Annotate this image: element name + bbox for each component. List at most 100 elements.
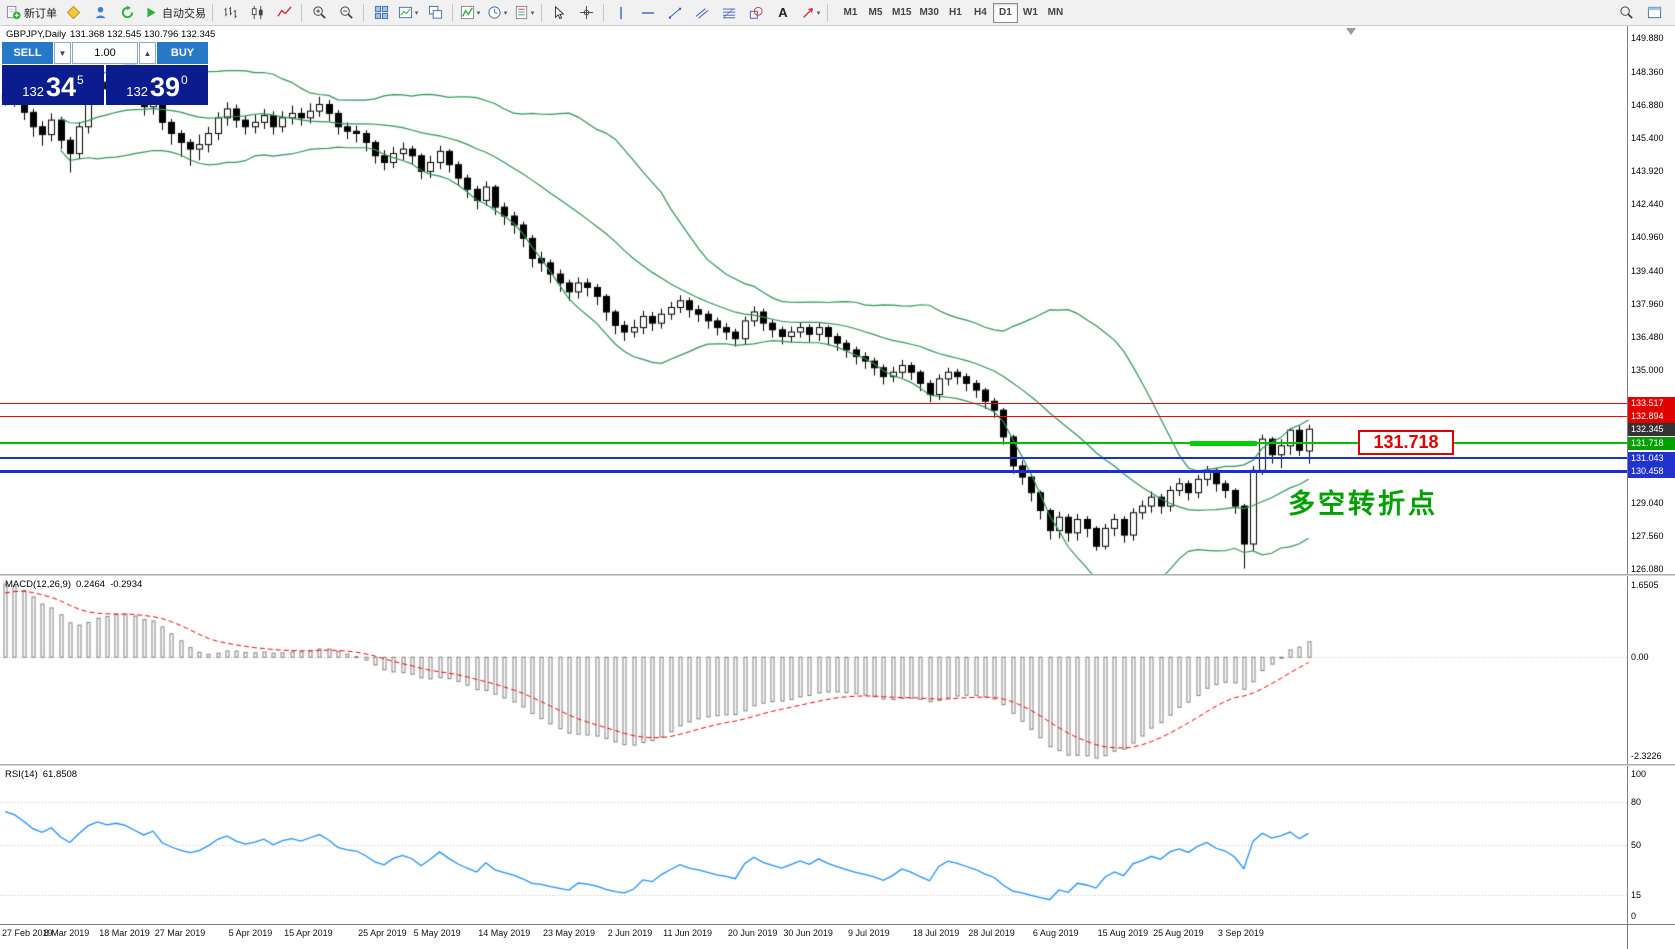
timeframe-w1-button[interactable]: W1 bbox=[1022, 7, 1038, 18]
timeframe-toolbar: M1 M5 M15 M30 H1 H4 D1 W1 MN bbox=[838, 2, 1068, 23]
axis-label: 149.880 bbox=[1631, 33, 1664, 43]
axis-label: 137.960 bbox=[1631, 298, 1664, 309]
horizontal-line-131.718[interactable] bbox=[0, 442, 1627, 445]
horizontal-line-133.517[interactable] bbox=[0, 402, 1627, 404]
fibonacci-button[interactable] bbox=[716, 2, 742, 24]
timeframe-h1-button[interactable]: H1 bbox=[949, 7, 962, 18]
tile-windows-button[interactable] bbox=[368, 2, 394, 24]
horizontal-line-131.043[interactable] bbox=[0, 457, 1627, 460]
macd-panel-canvas[interactable] bbox=[0, 576, 1627, 766]
price-tag-131.043: 131.043 bbox=[1628, 451, 1675, 465]
indicators-button[interactable]: ▾ bbox=[457, 2, 483, 24]
crosshair-icon bbox=[578, 5, 594, 21]
toolbar-right-buttons bbox=[1613, 2, 1675, 24]
candlestick-chart-button[interactable] bbox=[244, 2, 270, 24]
accounts-icon bbox=[92, 5, 108, 21]
macd-name: MACD(12,26,9) bbox=[5, 579, 71, 590]
horizontal-line-132.894[interactable] bbox=[0, 416, 1627, 418]
toolbar-separator bbox=[452, 3, 453, 22]
volume-decrease-button[interactable]: ▼ bbox=[54, 42, 71, 64]
metaeditor-button[interactable] bbox=[60, 2, 86, 24]
toolbar-separator bbox=[212, 3, 213, 22]
community-button[interactable] bbox=[114, 2, 140, 24]
axis-label: 100 bbox=[1631, 769, 1647, 779]
one-click-trading-panel: SELL ▼ 1.00 ▲ BUY 132 34 5 132 39 0 bbox=[2, 42, 208, 105]
price-annotation-box[interactable]: 131.718 bbox=[1358, 430, 1454, 456]
horizontal-line-icon bbox=[640, 5, 656, 21]
timeframe-m5-button[interactable]: M5 bbox=[868, 7, 883, 18]
crosshair-button[interactable] bbox=[573, 2, 599, 24]
timeframe-d1-button[interactable]: D1 bbox=[992, 2, 1018, 23]
chevron-down-icon: ▾ bbox=[503, 9, 508, 17]
zoom-out-icon bbox=[338, 5, 354, 21]
horizontal-line-button[interactable] bbox=[635, 2, 661, 24]
text-button[interactable]: A bbox=[770, 2, 796, 24]
axis-label: 135.000 bbox=[1631, 364, 1664, 375]
timeframe-mn-button[interactable]: MN bbox=[1047, 7, 1064, 18]
autotrading-button[interactable]: 自动交易 bbox=[141, 2, 208, 24]
timeframe-m15-button[interactable]: M15 bbox=[892, 7, 912, 18]
cursor-icon bbox=[551, 5, 567, 21]
turning-point-annotation[interactable]: 多空转折点 bbox=[1288, 489, 1438, 520]
time-axis-label: 15 Aug 2019 bbox=[1097, 928, 1149, 938]
arrows-button[interactable]: ▾ bbox=[797, 2, 823, 24]
volume-increase-button[interactable]: ▲ bbox=[139, 42, 156, 64]
equidistant-channel-button[interactable] bbox=[689, 2, 715, 24]
chevron-down-icon: ▾ bbox=[530, 9, 535, 17]
rsi-panel-canvas[interactable] bbox=[0, 766, 1627, 924]
templates-icon bbox=[514, 5, 530, 21]
toolbar-separator bbox=[541, 3, 542, 22]
macd-panel-separator[interactable] bbox=[0, 574, 1675, 576]
shapes-button[interactable] bbox=[743, 2, 769, 24]
toolbox-icon bbox=[1646, 5, 1662, 21]
search-button[interactable] bbox=[1613, 2, 1639, 24]
time-axis-label: 28 Jul 2019 bbox=[968, 928, 1015, 938]
accounts-button[interactable] bbox=[87, 2, 113, 24]
chart-shift-marker bbox=[1346, 28, 1356, 35]
time-scale[interactable]: 27 Feb 2019 8 Mar 2019 18 Mar 2019 27 Mar 2… bbox=[0, 925, 1627, 949]
zoom-out-button[interactable] bbox=[333, 2, 359, 24]
toolbox-button[interactable] bbox=[1641, 2, 1667, 24]
trendline-button[interactable] bbox=[662, 2, 688, 24]
axis-label: 145.400 bbox=[1631, 132, 1664, 143]
periods-button[interactable]: ▾ bbox=[484, 2, 510, 24]
axis-label: 142.440 bbox=[1631, 198, 1664, 209]
templates-button[interactable]: ▾ bbox=[511, 2, 537, 24]
sell-button[interactable]: SELL bbox=[2, 42, 53, 64]
time-axis-label: 18 Jul 2019 bbox=[912, 928, 960, 938]
price-scale[interactable] bbox=[1627, 26, 1675, 949]
new-order-icon bbox=[5, 5, 21, 21]
volume-input[interactable]: 1.00 bbox=[72, 42, 138, 64]
profiles-button[interactable] bbox=[422, 2, 448, 24]
buy-button[interactable]: BUY bbox=[157, 42, 208, 64]
vertical-line-button[interactable] bbox=[608, 2, 634, 24]
sell-price-display[interactable]: 132 34 5 bbox=[2, 65, 104, 105]
main-chart-canvas[interactable] bbox=[0, 26, 1627, 576]
time-axis-separator bbox=[0, 924, 1675, 925]
time-axis-label: 20 Jun 2019 bbox=[727, 928, 778, 938]
timeframe-h4-button[interactable]: H4 bbox=[974, 7, 987, 18]
time-axis-label: 3 Sep 2019 bbox=[1217, 928, 1264, 938]
time-axis-label: 11 Jun 2019 bbox=[663, 928, 713, 938]
highlight-segment[interactable] bbox=[1190, 440, 1257, 446]
new-order-button[interactable]: 新订单 bbox=[3, 2, 59, 24]
axis-label: 136.480 bbox=[1631, 331, 1664, 342]
zoom-in-button[interactable] bbox=[306, 2, 332, 24]
shapes-icon bbox=[748, 5, 764, 21]
horizontal-line-130.458[interactable] bbox=[0, 469, 1627, 473]
price-tag-132.345: 132.345 bbox=[1628, 422, 1675, 436]
timeframe-m1-button[interactable]: M1 bbox=[843, 7, 858, 18]
bar-chart-button[interactable] bbox=[217, 2, 243, 24]
buy-price-pip: 0 bbox=[181, 73, 188, 87]
axis-label: 146.880 bbox=[1631, 99, 1664, 110]
rsi-panel-separator[interactable] bbox=[0, 764, 1675, 766]
line-chart-button[interactable] bbox=[271, 2, 297, 24]
zoom-in-icon bbox=[311, 5, 327, 21]
search-icon bbox=[1618, 5, 1634, 21]
axis-label: 140.960 bbox=[1631, 232, 1664, 242]
cursor-button[interactable] bbox=[546, 2, 572, 24]
buy-price-display[interactable]: 132 39 0 bbox=[106, 65, 208, 105]
new-chart-button[interactable]: ▾ bbox=[395, 2, 421, 24]
new-order-button-label: 新订单 bbox=[24, 7, 57, 20]
timeframe-m30-button[interactable]: M30 bbox=[919, 7, 939, 18]
